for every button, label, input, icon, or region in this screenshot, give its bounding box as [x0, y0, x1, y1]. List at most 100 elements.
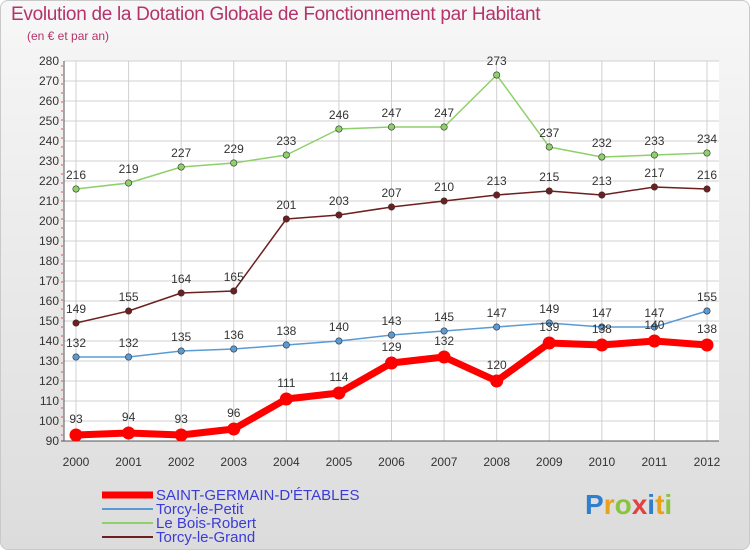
proxiti-logo: Proxiti [585, 489, 672, 521]
x-tick-label: 2005 [326, 455, 353, 469]
data-label: 94 [122, 410, 136, 424]
y-tick-label: 180 [39, 254, 59, 268]
y-tick-label: 140 [39, 334, 59, 348]
data-label: 207 [381, 186, 401, 200]
data-label: 247 [381, 106, 401, 120]
data-label: 140 [644, 318, 664, 332]
data-point [227, 422, 241, 436]
data-label: 138 [592, 322, 612, 336]
data-point [650, 183, 658, 191]
data-label: 213 [592, 174, 612, 188]
data-label: 145 [434, 310, 454, 324]
data-point [437, 350, 451, 364]
data-label: 217 [644, 166, 664, 180]
series-1: 132 132 135 136 138 140 143 145 147 149 147 147 155 [66, 290, 717, 361]
data-label: 216 [66, 168, 86, 182]
data-label: 229 [224, 142, 244, 156]
logo-letter: t [655, 489, 665, 520]
y-tick-label: 130 [39, 354, 59, 368]
grid [64, 60, 719, 442]
y-tick-label: 90 [46, 434, 60, 448]
data-point [230, 287, 238, 295]
series-0: 93 94 93 96 111 114 129 132 120 139 138 140 138 [69, 318, 717, 442]
data-point [545, 187, 553, 195]
data-label: 138 [276, 324, 296, 338]
data-label: 140 [329, 320, 349, 334]
data-point [174, 428, 188, 442]
data-point [703, 307, 711, 315]
data-point [385, 356, 398, 370]
y-tick-label: 220 [39, 174, 59, 188]
data-label: 247 [434, 106, 454, 120]
x-tick-label: 2001 [115, 455, 142, 469]
data-label: 215 [539, 170, 559, 184]
data-label: 139 [539, 320, 559, 334]
data-point [125, 179, 133, 187]
data-label: 93 [69, 412, 83, 426]
data-point [335, 125, 343, 133]
data-label: 96 [227, 406, 241, 420]
series-3: 149 155 164 165 201 203 207 210 213 215 213 217 216 [66, 166, 717, 327]
data-label: 138 [697, 322, 717, 336]
data-point [282, 151, 290, 159]
data-point [177, 347, 185, 355]
x-tick-label: 2010 [588, 455, 615, 469]
y-tick-label: 250 [39, 114, 59, 128]
y-tick-label: 110 [40, 394, 59, 408]
logo-letter: x [631, 489, 648, 520]
data-label: 234 [697, 132, 717, 146]
data-point [230, 345, 238, 353]
data-point [282, 341, 290, 349]
data-point [647, 334, 661, 348]
data-point [598, 323, 606, 331]
data-point [230, 159, 238, 167]
data-point [650, 151, 658, 159]
y-tick-label: 150 [39, 314, 59, 328]
data-label: 136 [224, 328, 244, 342]
data-point [387, 123, 395, 131]
data-point [279, 392, 293, 406]
data-point [493, 323, 501, 331]
data-point [545, 143, 553, 151]
x-tick-label: 2006 [378, 455, 405, 469]
data-point [282, 215, 290, 223]
data-label: 273 [487, 54, 507, 68]
logo-letter: o [614, 489, 632, 520]
legend-label: Le Bois-Robert [156, 515, 257, 532]
data-label: 114 [329, 370, 348, 384]
data-label: 216 [697, 168, 717, 182]
y-tick-label: 160 [39, 294, 59, 308]
x-tick-label: 2011 [642, 455, 668, 469]
data-point [72, 319, 80, 327]
y-tick-label: 210 [39, 194, 59, 208]
data-point [387, 331, 395, 339]
data-label: 155 [119, 290, 139, 304]
data-label: 149 [66, 302, 86, 316]
data-point [542, 336, 556, 350]
data-label: 203 [329, 194, 349, 208]
y-tick-label: 200 [39, 214, 59, 228]
y-tick-label: 280 [39, 54, 59, 68]
data-point [440, 123, 448, 131]
data-label: 132 [119, 336, 139, 350]
data-point [440, 327, 448, 335]
y-tick-label: 240 [39, 134, 59, 148]
logo-letter: P [585, 489, 604, 520]
data-point [700, 338, 714, 352]
x-tick-label: 2004 [273, 455, 300, 469]
data-label: 147 [644, 306, 664, 320]
data-point [650, 323, 658, 331]
x-tick-label: 2002 [168, 455, 195, 469]
x-tick-label: 2000 [63, 455, 90, 469]
data-point [598, 153, 606, 161]
y-tick-label: 190 [39, 234, 59, 248]
y-tick-label: 270 [39, 74, 59, 88]
y-tick-label: 260 [39, 94, 59, 108]
data-point [493, 191, 501, 199]
chart-subtitle: (en € et par an) [27, 29, 110, 43]
data-point [703, 149, 711, 157]
data-label: 135 [171, 330, 191, 344]
x-tick-label: 2009 [536, 455, 563, 469]
